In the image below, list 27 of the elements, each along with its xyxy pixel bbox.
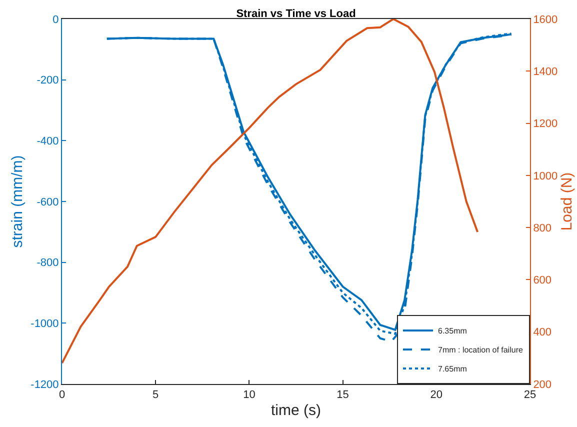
x-tick-label: 15 xyxy=(336,389,349,402)
x-tick-label: 20 xyxy=(430,389,443,402)
y2-tick-label: 800 xyxy=(533,222,552,234)
legend-label: 7.65mm xyxy=(438,364,468,374)
y-tick-label: -200 xyxy=(36,74,59,87)
y2-tick-label: 1600 xyxy=(533,14,558,26)
y2-tick-label: 200 xyxy=(533,378,552,391)
x-tick-label: 5 xyxy=(152,389,159,402)
x-tick-label: 10 xyxy=(243,389,256,402)
y-tick-label: -1200 xyxy=(30,378,59,391)
x-tick-label: 25 xyxy=(524,389,536,402)
y-tick-label: -400 xyxy=(36,136,59,148)
y-tick-label: 0 xyxy=(52,14,59,26)
y2-axis-title: Load (N) xyxy=(558,172,576,231)
x-axis-title: time (s) xyxy=(271,402,321,420)
y2-tick-label: 600 xyxy=(533,274,552,287)
y-axis-title: strain (mm/m) xyxy=(8,155,26,248)
chart-title: Strain vs Time vs Load xyxy=(236,8,356,20)
y-tick-label: -600 xyxy=(36,196,59,208)
y2-tick-label: 1200 xyxy=(533,118,558,130)
y2-tick-label: 1000 xyxy=(533,170,558,182)
y-tick-label: -1000 xyxy=(30,318,59,330)
y-tick-label: -800 xyxy=(36,257,59,270)
y2-tick-label: 400 xyxy=(533,326,552,339)
legend-label: 7mm : location of failure xyxy=(438,346,524,355)
y2-tick-label: 1400 xyxy=(533,66,558,78)
legend-label: 6.35mm xyxy=(438,326,468,336)
